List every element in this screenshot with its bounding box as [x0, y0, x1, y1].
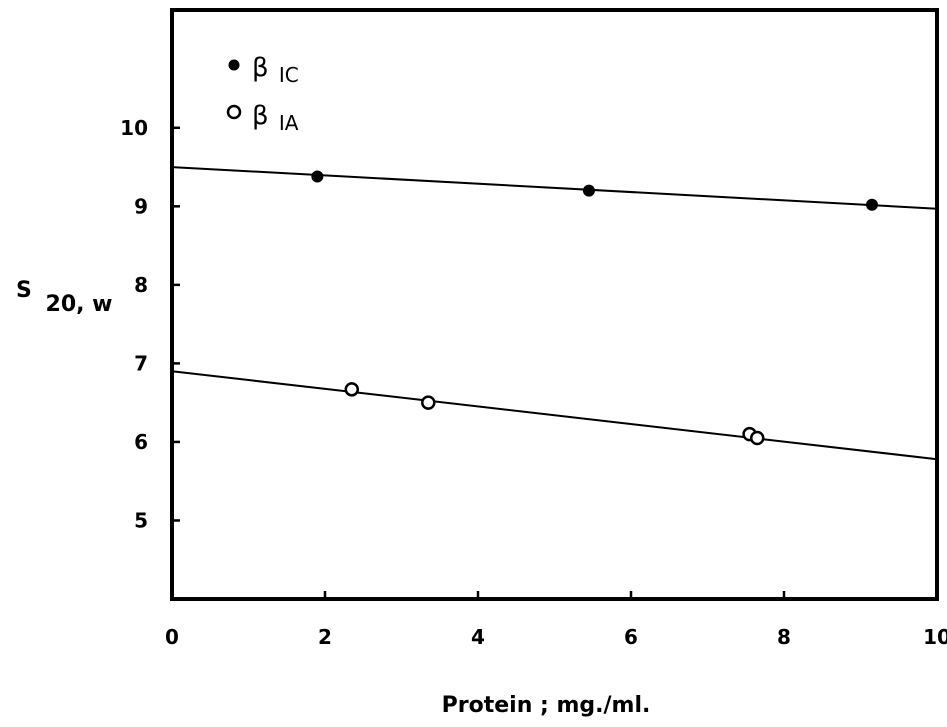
y-tick-label: 7	[134, 351, 148, 375]
series-2-data-point	[421, 395, 436, 410]
series-1-data-point	[311, 170, 324, 183]
legend-label-series-2-sub: IA	[279, 111, 299, 135]
x-tick-label: 2	[318, 625, 332, 649]
x-tick-label: 10	[923, 625, 947, 649]
y-axis-title-subscript: 20, w	[46, 292, 113, 317]
legend: β IC β IA	[226, 53, 299, 135]
legend-label-series-2: β IA	[252, 101, 299, 135]
x-tick-label: 6	[624, 625, 638, 649]
series-1-data-point	[582, 184, 595, 197]
legend-marker-filled-circle	[228, 59, 240, 71]
x-axis-title: Protein ; mg./ml.	[442, 693, 651, 718]
y-axis-title: S 20, w	[16, 278, 113, 317]
series-2-data-point	[344, 382, 360, 397]
y-tick-label: 9	[134, 194, 148, 218]
series-1-fit-line	[171, 166, 938, 210]
legend-label-series-1-main: β	[252, 53, 269, 83]
y-axis-title-main: S	[16, 278, 32, 303]
x-tick-label: 4	[471, 625, 485, 649]
series-1-data-point	[865, 198, 878, 211]
y-tick-label: 10	[120, 116, 148, 140]
series-2-fit-line	[171, 370, 938, 461]
series-2-data-point	[749, 430, 765, 446]
plot-frame	[170, 8, 939, 601]
x-tick-label: 0	[165, 625, 179, 649]
legend-marker-open-circle	[226, 104, 242, 120]
y-tick-label: 8	[134, 273, 148, 297]
y-tick-label: 5	[134, 508, 148, 532]
legend-label-series-2-main: β	[252, 101, 269, 131]
legend-label-series-1-sub: IC	[279, 63, 299, 87]
legend-label-series-1: β IC	[252, 53, 299, 87]
x-tick-label: 8	[777, 625, 791, 649]
y-tick-label: 6	[134, 430, 148, 454]
